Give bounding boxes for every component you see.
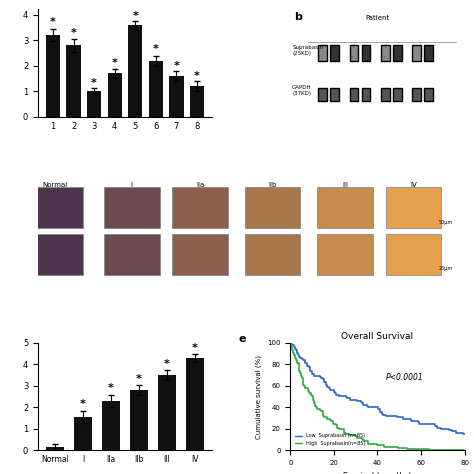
FancyBboxPatch shape	[330, 88, 339, 101]
Text: P<0.0001: P<0.0001	[386, 374, 424, 383]
Bar	[74, 417, 92, 450]
Bar	[87, 91, 101, 117]
Text: b: b	[294, 12, 302, 22]
FancyBboxPatch shape	[412, 88, 421, 101]
Bar	[108, 73, 122, 117]
Text: *: *	[164, 359, 170, 369]
FancyBboxPatch shape	[172, 234, 228, 275]
Text: 50μm: 50μm	[439, 219, 453, 225]
FancyBboxPatch shape	[27, 234, 82, 275]
Text: *: *	[112, 58, 118, 68]
Bar	[66, 46, 81, 117]
Legend: Low  Suprabasin (n=85), High  Suprabasin(n=85): Low Suprabasin (n=85), High Suprabasin(n…	[293, 431, 367, 448]
Text: I: I	[131, 182, 133, 188]
FancyBboxPatch shape	[350, 88, 358, 101]
FancyBboxPatch shape	[393, 88, 402, 101]
Text: IIb: IIb	[268, 182, 277, 188]
Bar	[130, 390, 148, 450]
FancyBboxPatch shape	[318, 88, 327, 101]
FancyBboxPatch shape	[385, 234, 441, 275]
FancyBboxPatch shape	[385, 187, 441, 228]
FancyBboxPatch shape	[381, 45, 390, 61]
FancyBboxPatch shape	[350, 45, 358, 61]
Text: *: *	[80, 400, 86, 410]
Bar	[46, 447, 64, 450]
Text: III: III	[342, 182, 348, 188]
Text: *: *	[173, 61, 179, 71]
FancyBboxPatch shape	[317, 234, 373, 275]
Text: Normal: Normal	[42, 182, 68, 188]
Text: 25μm: 25μm	[439, 266, 453, 271]
Text: *: *	[108, 383, 114, 393]
Bar	[128, 25, 143, 117]
Text: GAPDH
(37KD): GAPDH (37KD)	[292, 85, 312, 96]
Text: Patient: Patient	[365, 15, 390, 21]
FancyBboxPatch shape	[425, 45, 433, 61]
FancyBboxPatch shape	[425, 88, 433, 101]
Bar	[158, 375, 176, 450]
Text: *: *	[132, 11, 138, 21]
FancyBboxPatch shape	[412, 45, 421, 61]
FancyBboxPatch shape	[245, 187, 300, 228]
FancyBboxPatch shape	[104, 234, 159, 275]
FancyBboxPatch shape	[172, 187, 228, 228]
Text: IV: IV	[410, 182, 417, 188]
FancyBboxPatch shape	[362, 88, 371, 101]
FancyBboxPatch shape	[104, 187, 159, 228]
Text: *: *	[136, 374, 142, 384]
FancyBboxPatch shape	[318, 45, 327, 61]
FancyBboxPatch shape	[393, 45, 402, 61]
Bar	[186, 358, 204, 450]
Text: e: e	[238, 334, 246, 344]
FancyBboxPatch shape	[362, 45, 371, 61]
FancyBboxPatch shape	[330, 45, 339, 61]
Text: *: *	[192, 343, 198, 353]
FancyBboxPatch shape	[381, 88, 390, 101]
Bar	[102, 401, 120, 450]
Bar	[190, 86, 204, 117]
Y-axis label: Cumulative survival (%): Cumulative survival (%)	[255, 355, 262, 438]
Bar	[46, 35, 60, 117]
Text: *: *	[194, 71, 200, 81]
FancyBboxPatch shape	[317, 187, 373, 228]
FancyBboxPatch shape	[245, 234, 300, 275]
Text: IIa: IIa	[196, 182, 204, 188]
Text: *: *	[50, 18, 56, 27]
Bar	[149, 61, 163, 117]
Bar	[169, 76, 183, 117]
FancyBboxPatch shape	[27, 187, 82, 228]
Text: *: *	[153, 44, 159, 55]
Text: *: *	[91, 78, 97, 88]
Text: *: *	[71, 27, 76, 37]
X-axis label: Survival (months): Survival (months)	[343, 472, 411, 474]
Text: Suprabasin
(25KD): Suprabasin (25KD)	[292, 45, 323, 56]
Title: Overall Survival: Overall Survival	[341, 332, 413, 341]
